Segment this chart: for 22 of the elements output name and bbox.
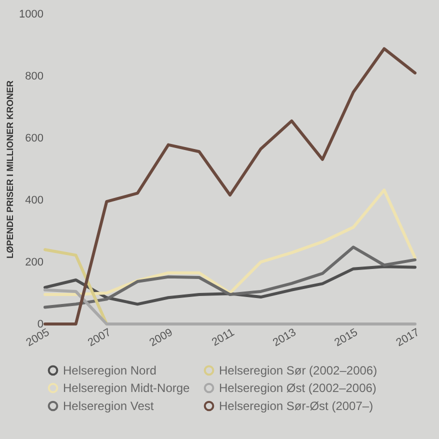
x-tick-label: 2007 [86, 326, 114, 350]
y-tick-label: 800 [25, 70, 44, 82]
line-series [44, 265, 416, 306]
line-series [44, 246, 416, 309]
legend-label: Helseregion Midt-Norge [63, 381, 190, 395]
legend-label: Helseregion Øst (2002–2006) [219, 381, 376, 395]
y-tick-label: 400 [25, 194, 44, 206]
y-tick-label: 200 [25, 256, 44, 268]
x-tick-label: 2009 [148, 326, 175, 350]
y-axis-title: LØPENDE PRISER I MILLIONER KRONER [5, 80, 16, 259]
y-tick-label: 600 [25, 132, 44, 144]
line-series [44, 47, 416, 326]
legend-label: Helseregion Vest [63, 399, 154, 413]
legend-label: Helseregion Sør (2002–2006) [219, 363, 378, 378]
legend-label: Helseregion Sør-Øst (2007–) [219, 399, 374, 413]
x-tick-label: 2011 [210, 326, 236, 349]
x-tick-label: 2013 [270, 326, 298, 350]
x-tick-label: 2015 [332, 326, 360, 350]
line-series [44, 188, 416, 296]
legend-label: Helseregion Nord [63, 363, 156, 378]
y-tick-label: 1000 [19, 8, 44, 20]
x-tick-label: 2017 [394, 326, 422, 350]
